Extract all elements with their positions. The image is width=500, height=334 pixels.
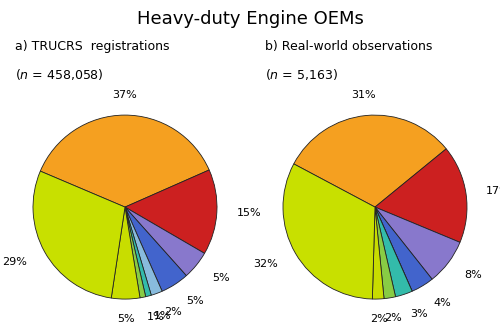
Text: ($n$ = 458,058): ($n$ = 458,058)	[15, 67, 104, 82]
Wedge shape	[125, 207, 186, 291]
Wedge shape	[125, 207, 162, 295]
Text: b) Real-world observations: b) Real-world observations	[265, 40, 432, 53]
Wedge shape	[372, 207, 384, 299]
Text: 8%: 8%	[464, 270, 482, 280]
Wedge shape	[125, 207, 146, 298]
Wedge shape	[125, 207, 204, 276]
Text: 2%: 2%	[384, 313, 402, 323]
Text: 31%: 31%	[352, 91, 376, 101]
Text: 2%: 2%	[164, 307, 182, 317]
Text: 5%: 5%	[212, 273, 230, 283]
Text: 15%: 15%	[237, 208, 262, 218]
Wedge shape	[283, 164, 375, 299]
Text: 17%: 17%	[486, 186, 500, 196]
Text: a) TRUCRS  registrations: a) TRUCRS registrations	[15, 40, 170, 53]
Text: 1%: 1%	[154, 311, 172, 321]
Wedge shape	[375, 207, 460, 279]
Text: 37%: 37%	[112, 90, 136, 100]
Wedge shape	[125, 170, 217, 254]
Wedge shape	[375, 207, 396, 299]
Text: 29%: 29%	[2, 257, 27, 267]
Wedge shape	[40, 115, 209, 207]
Wedge shape	[375, 207, 412, 291]
Text: 5%: 5%	[186, 297, 204, 306]
Text: 5%: 5%	[117, 314, 134, 324]
Wedge shape	[111, 207, 140, 299]
Wedge shape	[294, 115, 446, 207]
Wedge shape	[125, 207, 152, 297]
Text: ($n$ = 5,163): ($n$ = 5,163)	[265, 67, 338, 82]
Wedge shape	[375, 149, 467, 242]
Wedge shape	[375, 207, 432, 291]
Text: 1%: 1%	[147, 312, 164, 322]
Wedge shape	[33, 171, 125, 298]
Text: 3%: 3%	[410, 309, 428, 319]
Wedge shape	[375, 207, 412, 297]
Text: 32%: 32%	[253, 259, 278, 269]
Text: 4%: 4%	[433, 298, 450, 308]
Text: 2%: 2%	[370, 314, 388, 324]
Text: Heavy-duty Engine OEMs: Heavy-duty Engine OEMs	[136, 10, 364, 28]
